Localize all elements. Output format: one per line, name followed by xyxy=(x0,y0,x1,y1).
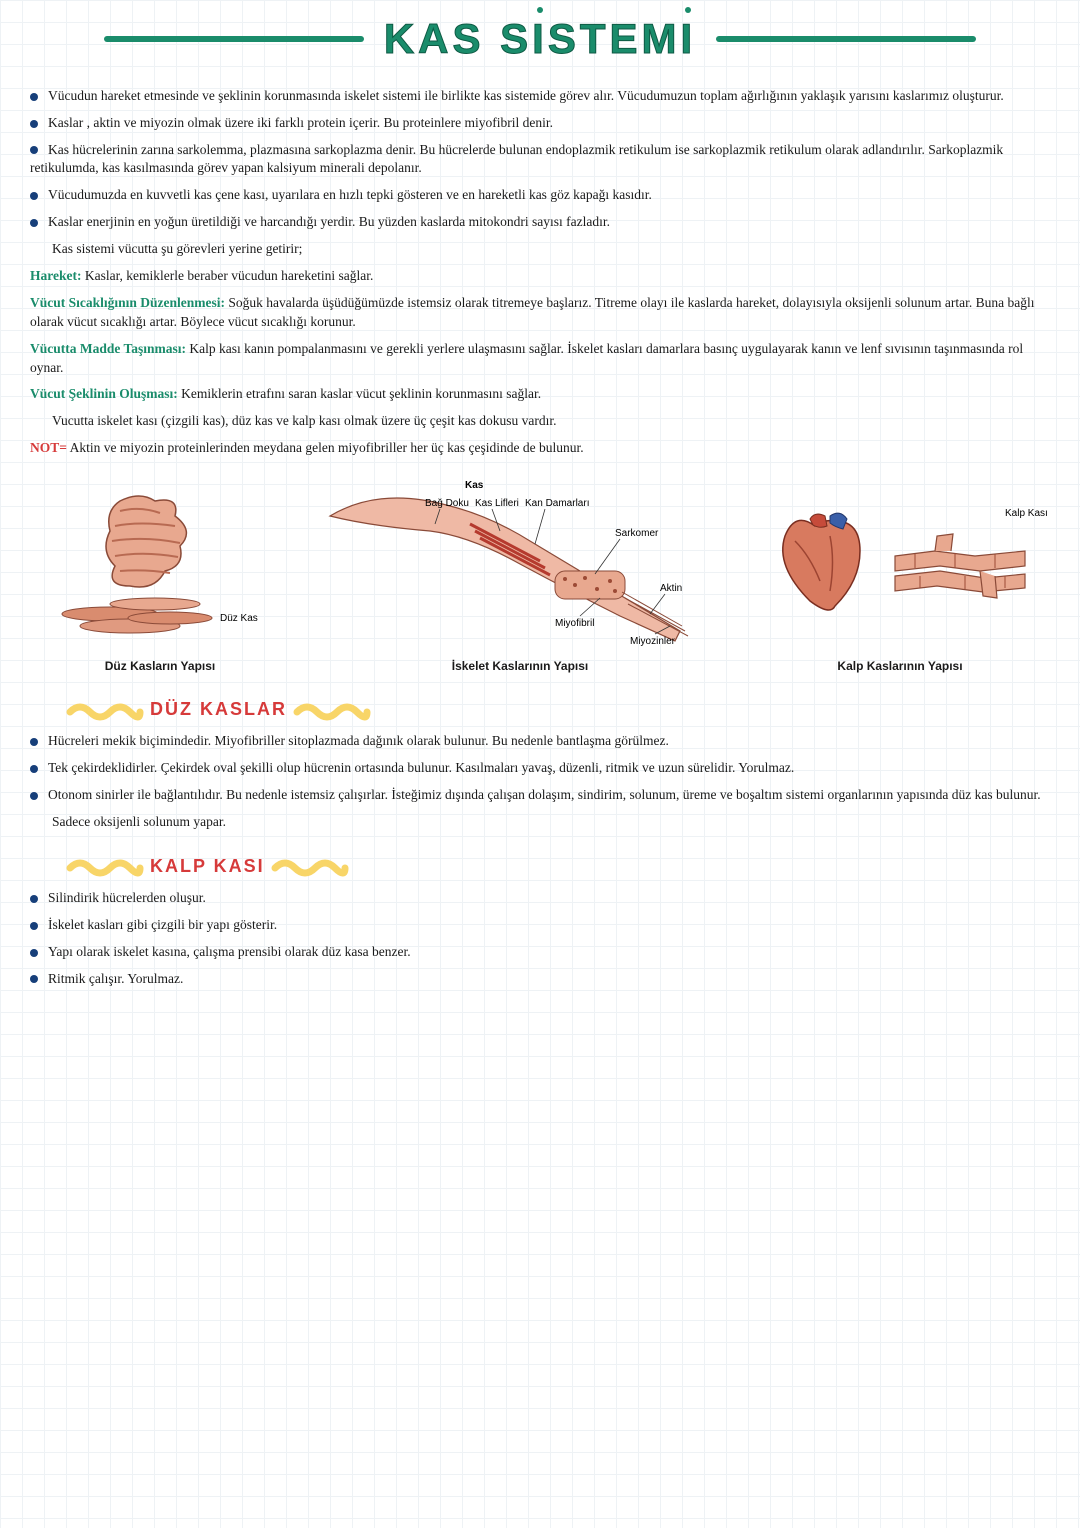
intro-bullet: Kaslar , aktin ve miyozin olmak üzere ik… xyxy=(30,114,1050,133)
section-title: DÜZ KASLAR xyxy=(150,697,287,722)
intro-bullet: Kaslar enerjinin en yoğun üretildiği ve … xyxy=(30,213,1050,232)
page-title: KAS SISTEMI xyxy=(384,10,696,69)
function-text: Kemiklerin etrafını saran kaslar vücut ş… xyxy=(181,386,541,401)
duz-bullet: Tek çekirdeklidirler. Çekirdek oval şeki… xyxy=(30,759,1050,778)
function-label: Vücut Sıcaklığının Düzenlenmesi: xyxy=(30,295,225,310)
label-kalpkasi: Kalp Kası xyxy=(1005,508,1048,519)
skeletal-muscle-icon: Kas Bağ Doku Kas Lifleri Kan Damarları S… xyxy=(320,476,720,646)
section-header-kalp: KALP KASI xyxy=(70,854,1050,879)
wave-icon xyxy=(275,858,345,874)
label-kandamarlari: Kan Damarları xyxy=(525,498,589,509)
duz-tail: Sadece oksijenli solunum yapar. xyxy=(52,813,1050,832)
types-line: Vucutta iskelet kası (çizgili kas), düz … xyxy=(52,412,1050,431)
note-row: NOT= Aktin ve miyozin proteinlerinden me… xyxy=(30,439,1050,458)
title-row: KAS SISTEMI xyxy=(30,10,1050,69)
function-row: Vücutta Madde Taşınması: Kalp kası kanın… xyxy=(30,340,1050,378)
title-bar-right xyxy=(716,36,976,42)
label-sarkomer: Sarkomer xyxy=(615,528,659,539)
caption-kalp: Kalp Kaslarının Yapısı xyxy=(837,658,962,675)
intro-bullet: Vücudun hareket etmesinde ve şeklinin ko… xyxy=(30,87,1050,106)
label-aktin: Aktin xyxy=(660,583,682,594)
function-label: Hareket: xyxy=(30,268,81,283)
wave-icon xyxy=(70,858,140,874)
intro-bullet: Vücudumuzda en kuvvetli kas çene kası, u… xyxy=(30,186,1050,205)
section-title: KALP KASI xyxy=(150,854,265,879)
wave-icon xyxy=(297,702,367,718)
caption-iskelet: İskelet Kaslarının Yapısı xyxy=(452,658,589,675)
kalp-bullet: Yapı olarak iskelet kasına, çalışma pren… xyxy=(30,943,1050,962)
label-miyozinler: Miyozinler xyxy=(630,636,676,647)
section-header-duz: DÜZ KASLAR xyxy=(70,697,1050,722)
function-text: Kaslar, kemiklerle beraber vücudun harek… xyxy=(85,268,373,283)
label-kas: Kas xyxy=(465,480,484,491)
intro-bullet: Kas hücrelerinin zarına sarkolemma, plaz… xyxy=(30,141,1050,179)
kalp-bullet: Silindirik hücrelerden oluşur. xyxy=(30,889,1050,908)
diagram-iskelet: Kas Bağ Doku Kas Lifleri Kan Damarları S… xyxy=(310,476,730,675)
smooth-muscle-icon: Düz Kas xyxy=(50,486,270,646)
cardiac-muscle-icon: Kalp Kası xyxy=(755,496,1045,646)
label-bagdoku: Bağ Doku xyxy=(425,498,469,509)
diagrams-row: Düz Kas Düz Kasların Yapısı xyxy=(30,476,1050,675)
title-bar-left xyxy=(104,36,364,42)
label-kaslifleri: Kas Lifleri xyxy=(475,498,519,509)
duz-kas-label: Düz Kas xyxy=(220,613,258,624)
label-miyofibril: Miyofibril xyxy=(555,618,594,629)
note-text: Aktin ve miyozin proteinlerinden meydana… xyxy=(70,440,584,455)
duz-bullet: Hücreleri mekik biçimindedir. Miyofibril… xyxy=(30,732,1050,751)
diagram-duz: Düz Kas Düz Kasların Yapısı xyxy=(30,486,290,675)
function-label: Vücutta Madde Taşınması: xyxy=(30,341,186,356)
subline: Kas sistemi vücutta şu görevleri yerine … xyxy=(52,240,1050,259)
caption-duz: Düz Kasların Yapısı xyxy=(105,658,216,675)
duz-bullet: Otonom sinirler ile bağlantılıdır. Bu ne… xyxy=(30,786,1050,805)
wave-icon xyxy=(70,702,140,718)
diagram-kalp: Kalp Kası Kalp Kaslarının Yapısı xyxy=(750,496,1050,675)
kalp-bullet: Ritmik çalışır. Yorulmaz. xyxy=(30,970,1050,989)
function-label: Vücut Şeklinin Oluşması: xyxy=(30,386,178,401)
note-label: NOT= xyxy=(30,440,67,455)
function-row: Vücut Şeklinin Oluşması: Kemiklerin etra… xyxy=(30,385,1050,404)
kalp-bullet: İskelet kasları gibi çizgili bir yapı gö… xyxy=(30,916,1050,935)
function-row: Vücut Sıcaklığının Düzenlenmesi: Soğuk h… xyxy=(30,294,1050,332)
function-row: Hareket: Kaslar, kemiklerle beraber vücu… xyxy=(30,267,1050,286)
